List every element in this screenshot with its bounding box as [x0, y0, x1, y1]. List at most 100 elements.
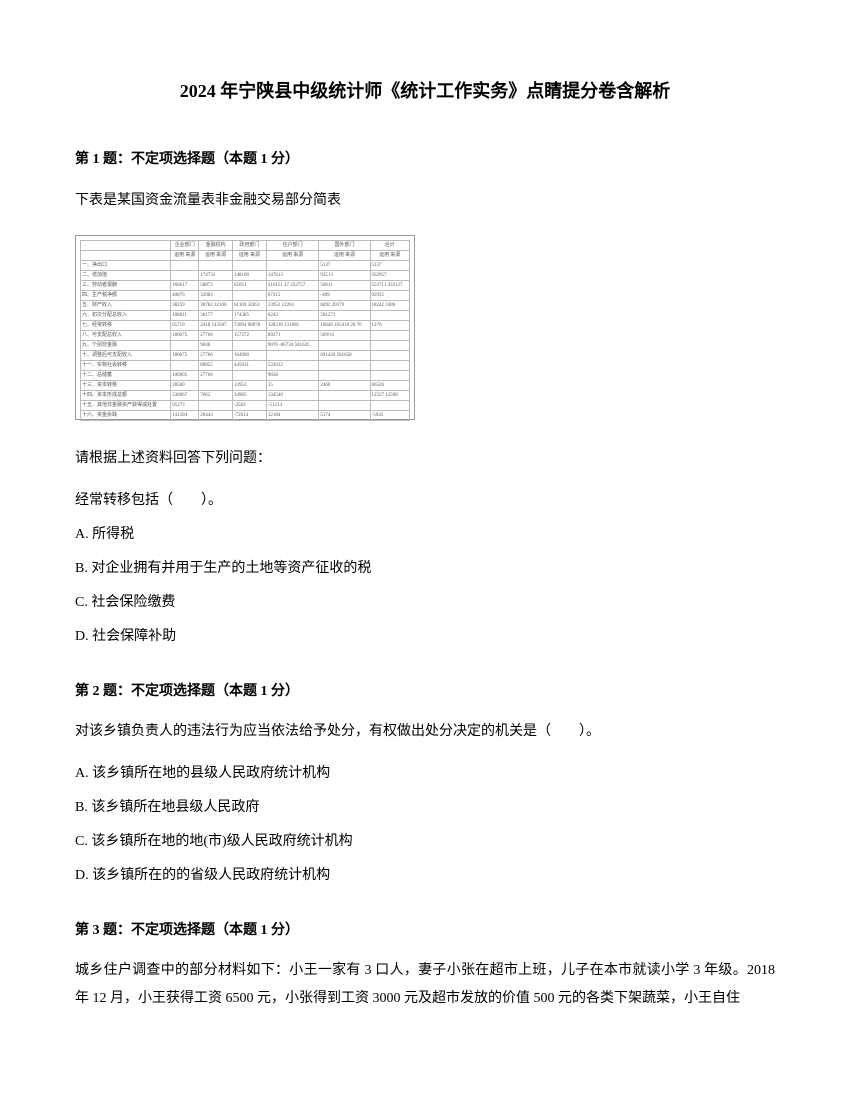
- table-cell: 316151 47 222757: [266, 280, 319, 290]
- table-cell: 691420 581658: [319, 350, 370, 360]
- table-cell: [370, 350, 409, 360]
- q1-option-a: A. 所得税: [75, 521, 775, 549]
- table-cell: 128318 131081: [266, 320, 319, 330]
- table-cell: 532632: [266, 360, 319, 370]
- table-subheader-cell: [81, 250, 171, 260]
- table-cell: 61169 32851: [233, 300, 267, 310]
- table-row: 九、个别非金融90469070 -66734 50162C: [81, 340, 410, 350]
- table-cell: [319, 390, 370, 400]
- table-cell: 553711 432127: [370, 280, 409, 290]
- table-cell: 174731: [199, 270, 233, 280]
- table-header-cell: 政府部门: [233, 240, 267, 250]
- table-cell: 32083: [199, 290, 233, 300]
- table-row: 七、经常转移657192418 14358772894 98978128318 …: [81, 320, 410, 330]
- table-cell: 95273: [171, 400, 199, 410]
- table-cell: 65051: [233, 280, 267, 290]
- table-row: 十四、资本形成总额33606776623490513454012527 1259…: [81, 390, 410, 400]
- table-cell: [171, 360, 199, 370]
- table-cell: 5174: [319, 410, 370, 420]
- table-cell: 26443: [199, 410, 233, 420]
- table-cell: 569½5: [319, 330, 370, 340]
- page-title: 2024 年宁陕县中级统计师《统计工作实务》点睛提分卷含解析: [75, 75, 775, 107]
- table-cell: [199, 260, 233, 270]
- table-cell: -409: [319, 290, 370, 300]
- table-row: 五、财产收入3825938782 3210661169 3285123952 1…: [81, 300, 410, 310]
- table-cell: [370, 360, 409, 370]
- table-cell: 三、劳动者报酬: [81, 280, 171, 290]
- table-row: 十三、资本转移285001395215246066526: [81, 380, 410, 390]
- table-cell: 72894 98978: [233, 320, 267, 330]
- table-header-cell: 住户部门: [266, 240, 319, 250]
- table-header-cell: 金融机构: [199, 240, 233, 250]
- table-header-cell: 合计: [370, 240, 409, 250]
- q1-sub1: 请根据上述资料回答下列问题：: [75, 445, 775, 473]
- q2-option-b: B. 该乡镇所在地县级人民政府: [75, 794, 775, 822]
- table-cell: [233, 290, 267, 300]
- q1-option-c: C. 社会保险缴费: [75, 589, 775, 617]
- table-cell: [233, 340, 267, 350]
- table-row: 十、调整后可支配收入18007527766164960691420 581658: [81, 350, 410, 360]
- table-cell: 九、个别非金融: [81, 340, 171, 350]
- table-cell: 134540: [266, 390, 319, 400]
- table-cell: 十二、总储蓄: [81, 370, 171, 380]
- q3-text: 城乡住户调查中的部分材料如下：小王一家有 3 口人，妻子小张在超市上班，儿子在本…: [75, 957, 775, 1013]
- table-row: 三、劳动者报酬1666175887365051316151 47 2227575…: [81, 280, 410, 290]
- q2-option-d: D. 该乡镇所在的的省级人民政府统计机构: [75, 862, 775, 890]
- table-cell: 164960: [233, 350, 267, 360]
- table-subheader-cell: 运用 来源: [171, 250, 199, 260]
- table-cell: 十、调整后可支配收入: [81, 350, 171, 360]
- table-subheader-cell: 运用 来源: [319, 250, 370, 260]
- table-cell: 5137: [370, 260, 409, 270]
- table-cell: 6243: [266, 310, 319, 320]
- table-cell: 563957: [370, 270, 409, 280]
- q3-header: 第 3 题：不定项选择题（本题 1 分）: [75, 918, 775, 943]
- table-cell: [319, 370, 370, 380]
- table-cell: 5137: [319, 260, 370, 270]
- table-cell: 六、初次分配总收入: [81, 310, 171, 320]
- table-cell: -2562: [233, 400, 267, 410]
- table-cell: 40876: [171, 290, 199, 300]
- table-cell: 445031: [233, 360, 267, 370]
- table-row: 十六、资金余缺14139426443-72614121845174-5945: [81, 410, 410, 420]
- table-cell: 18242 3386: [370, 300, 409, 310]
- table-row: 二、增加值17473114810014761393513563957: [81, 270, 410, 280]
- table-cell: 66526: [370, 380, 409, 390]
- table-cell: [233, 370, 267, 380]
- table-cell: [370, 370, 409, 380]
- table-cell: 28500: [171, 380, 199, 390]
- table-cell: 108811: [171, 310, 199, 320]
- table-cell: 157272: [233, 330, 267, 340]
- table-cell: [319, 400, 370, 410]
- table-cell: 148100: [233, 270, 267, 280]
- table-cell: 七、经常转移: [81, 320, 171, 330]
- q1-sub2: 经常转移包括（ ）。: [75, 487, 775, 515]
- table-cell: 89271: [266, 330, 319, 340]
- table-cell: 141394: [171, 410, 199, 420]
- table-row: 十五、其他非金融资产获得减处置95273-2562-51214: [81, 400, 410, 410]
- table-cell: 180075: [171, 350, 199, 360]
- table-cell: 十一、实物社会转移: [81, 360, 171, 370]
- table-cell: 2418 143587: [199, 320, 233, 330]
- q1-header: 第 1 题：不定项选择题（本题 1 分）: [75, 147, 775, 172]
- q1-text: 下表是某国资金流量表非金融交易部分简表: [75, 187, 775, 215]
- table-cell: 147613: [266, 270, 319, 280]
- table-cell: [370, 400, 409, 410]
- table-cell: 五、财产收入: [81, 300, 171, 310]
- table-cell: 十六、资金余缺: [81, 410, 171, 420]
- table-cell: [370, 340, 409, 350]
- table-cell: 38259: [171, 300, 199, 310]
- table-cell: 四、生产税净额: [81, 290, 171, 300]
- table-cell: 9658: [266, 370, 319, 380]
- table-cell: -72614: [233, 410, 267, 420]
- table-row: 十二、总储蓄100005277669658: [81, 370, 410, 380]
- table-cell: 27766: [199, 330, 233, 340]
- table-cell: -5945: [370, 410, 409, 420]
- table-cell: [199, 380, 233, 390]
- q2-option-a: A. 该乡镇所在地的县级人民政府统计机构: [75, 760, 775, 788]
- table-subheader-cell: 运用 来源: [233, 250, 267, 260]
- table-cell: 十五、其他非金融资产获得减处置: [81, 400, 171, 410]
- table-cell: [171, 260, 199, 270]
- table-subheader-cell: 运用 来源: [370, 250, 409, 260]
- table-cell: [370, 330, 409, 340]
- table-cell: 65719: [171, 320, 199, 330]
